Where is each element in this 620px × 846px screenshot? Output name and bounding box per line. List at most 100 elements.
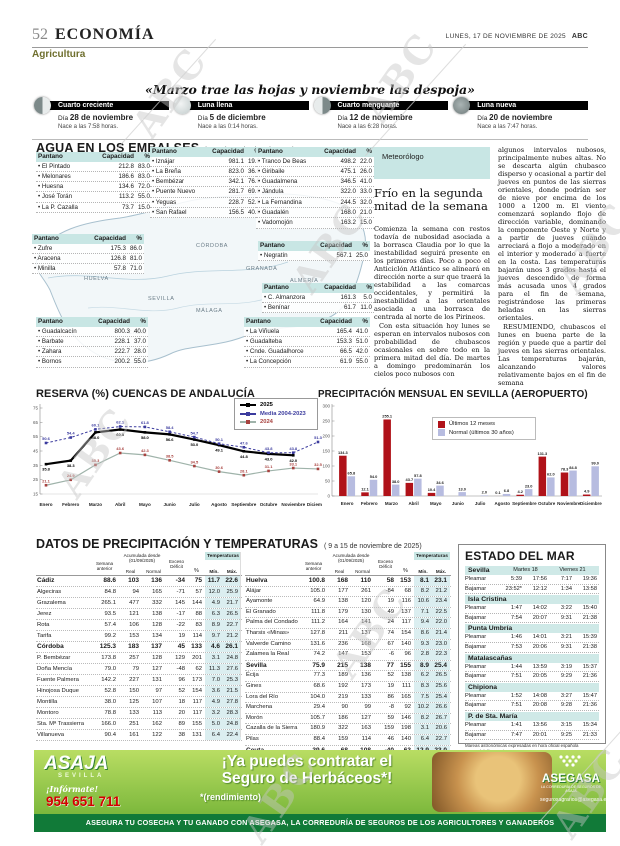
svg-text:12.1: 12.1 — [361, 487, 369, 492]
svg-text:43.6: 43.6 — [116, 446, 125, 451]
moon-phase-date: Día 12 de noviembre — [337, 113, 413, 122]
svg-text:131.3: 131.3 — [537, 451, 548, 456]
svg-text:2.0: 2.0 — [482, 490, 487, 495]
svg-text:38.3: 38.3 — [67, 463, 76, 468]
svg-text:Marzo: Marzo — [89, 502, 102, 507]
grain-hands-photo — [432, 752, 552, 812]
svg-text:0.1: 0.1 — [495, 490, 501, 495]
pane-separator — [240, 552, 241, 737]
map-label-granada: GRANADA — [246, 266, 278, 272]
precip-row: Valverde Camino 131.6 236 168 67 140 9.3 23.0 — [245, 639, 451, 651]
advert-phone[interactable]: 954 651 711 — [46, 794, 121, 809]
svg-text:42.3: 42.3 — [141, 448, 150, 453]
svg-text:54.0: 54.0 — [370, 474, 378, 479]
sea-tide-row: Bajamar 7:47 20:01 9:25 21:33 — [465, 731, 599, 741]
dateline: LUNES, 17 DE NOVIEMBRE DE 2025 ABC — [446, 33, 588, 40]
svg-text:50: 50 — [325, 479, 331, 484]
map-label-sevilla: SEVILLA — [148, 296, 175, 302]
sea-tide-row: Pleamar 1:47 14:02 3:22 15:40 — [465, 604, 599, 614]
section-title: ECONOMÍA — [55, 26, 155, 43]
svg-text:55: 55 — [33, 434, 39, 439]
svg-text:43.8: 43.8 — [265, 446, 274, 451]
precip-chart-title: PRECIPITACIÓN MENSUAL EN SEVILLA (AEROPU… — [318, 389, 588, 400]
svg-text:Noviembre: Noviembre — [557, 501, 581, 506]
precip-row: Sevilla 75.9 215 138 77 155 8.9 25.4 — [245, 660, 451, 672]
svg-text:43.8: 43.8 — [289, 446, 298, 451]
precip-row: Hinojosa Duque 52.8 150 97 52 154 3.6 21.5 — [36, 686, 242, 697]
svg-text:Abril: Abril — [115, 502, 125, 507]
precip-table-right: Semana anterior Acumulada desde (01/09/20… — [245, 552, 451, 757]
precip-row: Palma del Condado 111.2 164 141 24 117 9.4 22.0 — [245, 618, 451, 629]
precip-row: Gines 68.6 192 173 19 111 8.3 25.6 — [245, 681, 451, 693]
advert-headline: ¡Ya puedes contratar el Seguro de Herbác… — [184, 753, 430, 787]
svg-text:Septiembre: Septiembre — [231, 502, 256, 507]
svg-text:49.1: 49.1 — [215, 448, 224, 453]
svg-text:84.8: 84.8 — [569, 465, 577, 470]
forecast-column-2: algunos intervalos nubosos, principalmen… — [498, 146, 606, 432]
svg-text:Mayo: Mayo — [430, 501, 442, 506]
svg-text:35.3: 35.3 — [92, 458, 101, 463]
asegasa-drops-icon — [559, 755, 581, 767]
svg-text:Junio: Junio — [164, 502, 176, 507]
svg-text:45: 45 — [33, 449, 39, 454]
advert-strip: ASEGURA TU COSECHA Y TU GANADO CON ASEGA… — [34, 814, 606, 832]
sea-location-name: Punta Umbría — [465, 624, 599, 634]
moon-icon — [34, 97, 51, 114]
masthead: 52 ECONOMÍA — [32, 26, 588, 48]
svg-text:50.6: 50.6 — [42, 436, 51, 441]
page-number: 52 — [32, 26, 48, 43]
subsection-title: Agricultura — [32, 49, 86, 60]
precip-row: Huelva 100.8 168 110 58 153 8.1 23.1 — [245, 576, 451, 587]
precip-table-head: Semana anterior Acumulada desde (01/09/20… — [36, 552, 242, 576]
legend-line-2024 — [240, 420, 256, 425]
precip-row: Doña Mencía 79.0 79 127 -48 62 11.3 27.6 — [36, 664, 242, 675]
precip-row: Zalamea la Real 74.2 147 153 -6 96 2.8 22.3 — [245, 650, 451, 661]
asegasa-email[interactable]: segurosagrarios@asegasa.es — [540, 797, 609, 804]
svg-text:75: 75 — [33, 406, 39, 411]
date-text: LUNES, 17 DE NOVIEMBRE DE 2025 — [445, 33, 566, 40]
sea-tide-row: Bajamar 7:53 20:06 9:31 21:38 — [465, 643, 599, 653]
precip-row: Écija 77.3 189 136 52 138 6.2 26.5 — [245, 671, 451, 682]
sea-body: Sevilla Martes 18 Viernes 21 Pleamar 5:39 17:… — [465, 566, 599, 741]
svg-text:42.0: 42.0 — [289, 458, 298, 463]
moon-rise-time: Nace a las 7:47 horas. — [477, 124, 538, 130]
moon-phase-name: Cuarto menguante — [315, 101, 449, 110]
svg-text:Octubre: Octubre — [538, 501, 556, 506]
svg-text:4.2: 4.2 — [517, 489, 523, 494]
asegasa-name: ASEGASA — [541, 773, 601, 785]
svg-text:150: 150 — [322, 449, 330, 454]
svg-text:Enero: Enero — [39, 502, 52, 507]
svg-text:200: 200 — [322, 434, 330, 439]
svg-text:Abril: Abril — [408, 501, 418, 506]
forecast-paragraph: Comienza la semana con restos todavía de… — [374, 225, 490, 321]
svg-text:4.9: 4.9 — [584, 489, 590, 494]
advert-headline-line2: Seguro de Herbáceos*! — [221, 770, 393, 787]
svg-text:0: 0 — [327, 494, 330, 499]
asegasa-advert[interactable]: ASAJA SEVILLA ¡Infórmate! 954 651 711 ¡Y… — [34, 750, 609, 832]
svg-text:6.8: 6.8 — [504, 488, 510, 493]
sea-tide-row: Pleamar 1:44 13:59 3:19 15:37 — [465, 663, 599, 673]
moon-phase-name: Luna llena — [175, 101, 309, 110]
svg-text:Febrero: Febrero — [361, 501, 378, 506]
